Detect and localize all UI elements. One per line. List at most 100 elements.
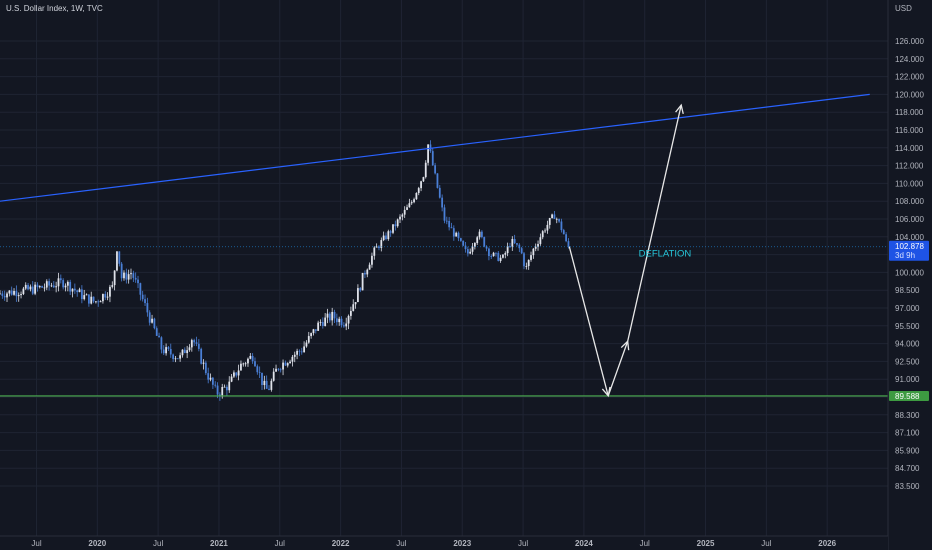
- candle-body: [553, 214, 556, 219]
- candle-body: [268, 388, 270, 390]
- projection-arrow[interactable]: [627, 104, 682, 342]
- candle-body: [228, 381, 231, 391]
- candle-body: [476, 237, 479, 243]
- candle-body: [3, 295, 6, 298]
- candle-body: [380, 240, 383, 248]
- candle-body: [97, 301, 100, 303]
- candle-body: [167, 347, 170, 349]
- candle-body: [38, 286, 41, 288]
- candle-body: [509, 246, 511, 247]
- candle-body: [251, 355, 254, 362]
- candle-body: [181, 349, 184, 356]
- price-tick-label: 88.300: [895, 411, 920, 420]
- candle-body: [195, 342, 198, 344]
- arrow-head: [675, 103, 684, 114]
- candle-body: [511, 239, 514, 247]
- candle-body: [464, 245, 467, 250]
- time-tick-label: 2025: [697, 539, 715, 548]
- candle-body: [80, 289, 83, 300]
- candle-body: [83, 295, 86, 300]
- candle-body: [247, 358, 249, 364]
- price-tick-label: 83.500: [895, 482, 920, 491]
- candle-body: [462, 240, 465, 246]
- candle-body: [256, 366, 259, 373]
- candle-body: [558, 218, 560, 222]
- price-tick-label: 87.100: [895, 429, 920, 438]
- candle-body: [504, 253, 507, 255]
- candle-body: [469, 251, 472, 254]
- time-axis[interactable]: Jul 2020 Jul 2021 Jul 2022 Jul 2023 Jul 2024 Jul 20…: [0, 535, 888, 550]
- price-tick-label: 91.000: [895, 375, 920, 384]
- candle-body: [144, 299, 146, 304]
- candle-body: [200, 348, 203, 364]
- candle-body: [78, 289, 81, 293]
- candle-body: [396, 219, 399, 227]
- candle-body: [265, 380, 268, 389]
- candle-body: [455, 232, 458, 237]
- price-tick-label: 98.500: [895, 286, 920, 295]
- candle-body: [539, 237, 542, 244]
- candle-body: [560, 221, 563, 231]
- price-axis[interactable]: USD 126.000 124.000 122.000 120.000 118.000 11…: [887, 0, 932, 550]
- candle-body: [158, 335, 160, 338]
- candle-body: [410, 202, 413, 204]
- candle-body: [445, 220, 448, 222]
- candle-body: [1, 293, 4, 296]
- candle-body: [20, 294, 22, 296]
- candle-body: [62, 280, 65, 288]
- candle-body: [207, 373, 210, 380]
- candle-body: [50, 285, 53, 287]
- candle-body: [328, 313, 331, 321]
- candle-body: [132, 273, 135, 278]
- countdown-value: 3d 9h: [895, 251, 915, 260]
- candle-body: [438, 187, 441, 198]
- price-tick-label: 114.000: [895, 144, 924, 153]
- candle-body: [321, 322, 324, 327]
- time-tick-label: Jul: [761, 539, 771, 548]
- price-tick-label: 120.000: [895, 90, 924, 99]
- candle-body: [399, 216, 401, 220]
- candle-body: [527, 259, 530, 267]
- price-tick-label: 124.000: [895, 55, 924, 64]
- candle-body: [55, 286, 58, 288]
- candle-body: [261, 372, 263, 386]
- candle-body: [233, 372, 235, 377]
- candle-body: [139, 283, 142, 295]
- candle-body: [436, 173, 439, 188]
- price-tick-label: 122.000: [895, 73, 924, 82]
- candle-body: [427, 144, 429, 163]
- candle-body: [296, 350, 298, 355]
- candle-body: [24, 284, 27, 289]
- candle-body: [413, 199, 415, 203]
- candle-body: [240, 363, 242, 371]
- candle-body: [127, 274, 130, 280]
- candle-body: [331, 311, 334, 321]
- candle-body: [186, 350, 189, 354]
- projection-arrow[interactable]: [607, 341, 629, 397]
- price-tick-label: 97.000: [895, 304, 920, 313]
- candle-body: [263, 380, 266, 386]
- candle-body: [534, 246, 537, 249]
- candle-body: [335, 318, 338, 323]
- resistance-trendline[interactable]: [0, 93, 870, 202]
- candle-body: [382, 235, 385, 241]
- candles: [0, 140, 570, 401]
- candle-body: [389, 231, 392, 233]
- support-price-value: 89.588: [895, 392, 920, 401]
- time-tick-label: Jul: [518, 539, 528, 548]
- candle-body: [443, 207, 446, 221]
- candle-body: [204, 362, 207, 374]
- candle-body: [71, 288, 74, 292]
- projection-arrow[interactable]: [568, 246, 609, 396]
- candle-body: [385, 235, 387, 240]
- candle-body: [22, 288, 25, 295]
- candle-body: [317, 322, 320, 331]
- candle-body: [291, 356, 294, 362]
- candle-body: [43, 287, 46, 289]
- candle-body: [17, 295, 20, 297]
- candle-body: [326, 313, 329, 318]
- candle-body: [249, 355, 252, 359]
- candle-body: [424, 162, 427, 178]
- candle-body: [513, 239, 516, 244]
